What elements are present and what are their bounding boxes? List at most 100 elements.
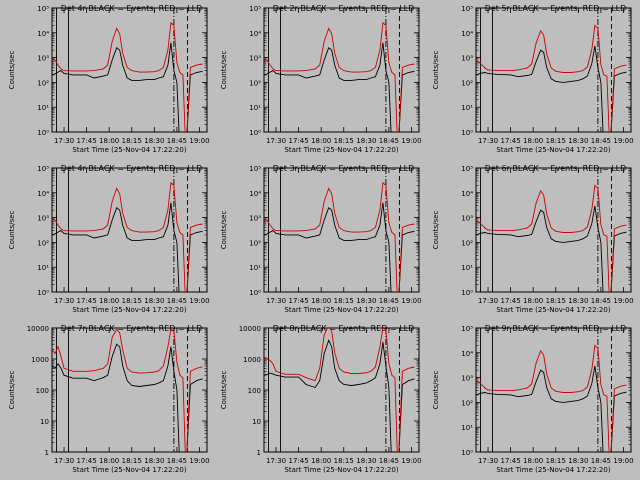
x-tick-label: 18:30 (356, 457, 376, 465)
x-tick-label: 17:30 (478, 137, 498, 145)
x-tick-label: 18:15 (546, 457, 566, 465)
y-tick-label: 10 (252, 418, 261, 426)
y-tick-label: 10¹ (461, 264, 473, 272)
x-tick-label: 18:15 (334, 297, 354, 305)
y-tick-label: 10² (37, 79, 49, 87)
y-tick-label: 10⁴ (37, 190, 49, 198)
y-tick-label: 10² (461, 79, 473, 87)
y-tick-label: 10³ (249, 55, 261, 63)
lld-series-line (264, 22, 415, 132)
y-tick-label: 10³ (461, 375, 473, 383)
y-tick-label: 10¹ (461, 104, 473, 112)
x-tick-label: 19:00 (401, 137, 421, 145)
x-tick-label: 19:00 (613, 297, 633, 305)
plot-frame (51, 167, 208, 293)
events-series-line (264, 42, 415, 132)
detector-panel: Det 6r BLACK = Events, RED = LLD10⁰10¹10… (432, 164, 634, 314)
events-series-line (264, 202, 415, 292)
x-tick-label: 18:45 (379, 297, 399, 305)
x-axis-label: Start Time (25-Nov-04 17:22:20) (284, 466, 398, 474)
y-tick-label: 100 (36, 387, 49, 395)
events-series-line (476, 365, 627, 452)
events-series-line (476, 205, 627, 292)
x-tick-label: 17:30 (266, 457, 286, 465)
y-axis-label: Counts/sec (8, 51, 16, 90)
x-tick-label: 17:45 (289, 297, 309, 305)
events-series-line (264, 339, 415, 452)
lld-series-line (476, 344, 627, 452)
y-tick-label: 10 (40, 418, 49, 426)
y-tick-label: 10⁰ (37, 289, 49, 297)
x-tick-label: 18:15 (546, 297, 566, 305)
x-tick-label: 17:30 (54, 457, 74, 465)
lld-series-line (52, 328, 203, 452)
detector-panel: Det 2r BLACK = Events, RED = LLD10⁰10¹10… (220, 4, 422, 154)
lld-series-line (52, 22, 203, 132)
y-tick-label: 10⁰ (249, 289, 261, 297)
y-axis-label: Counts/sec (8, 211, 16, 250)
y-tick-label: 10⁰ (461, 289, 473, 297)
y-tick-label: 10³ (461, 55, 473, 63)
x-tick-label: 17:45 (77, 457, 97, 465)
x-tick-label: 17:30 (54, 137, 74, 145)
plot-frame (475, 327, 632, 453)
x-tick-label: 17:45 (501, 457, 521, 465)
events-series-line (52, 202, 203, 292)
x-tick-label: 17:30 (54, 297, 74, 305)
x-tick-label: 18:30 (144, 137, 164, 145)
x-axis-label: Start Time (25-Nov-04 17:22:20) (72, 306, 186, 314)
x-tick-label: 18:15 (122, 137, 142, 145)
y-tick-label: 10² (37, 239, 49, 247)
x-tick-label: 18:00 (311, 457, 331, 465)
x-axis-label: Start Time (25-Nov-04 17:22:20) (496, 306, 610, 314)
y-tick-label: 10⁵ (461, 5, 473, 13)
y-tick-label: 10⁴ (461, 190, 473, 198)
x-tick-label: 18:15 (334, 457, 354, 465)
detector-panel: Det 5r BLACK = Events, RED = LLD10⁰10¹10… (432, 4, 634, 154)
x-tick-label: 17:45 (289, 457, 309, 465)
detector-panel: Det 3r BLACK = Events, RED = LLD10⁰10¹10… (220, 164, 422, 314)
x-tick-label: 18:30 (568, 457, 588, 465)
detector-panel: Det 4r BLACK = Events, RED = LLD10⁰10¹10… (8, 164, 210, 314)
y-axis-label: Counts/sec (432, 51, 440, 90)
events-series-line (476, 45, 627, 132)
x-tick-label: 18:15 (122, 297, 142, 305)
y-tick-label: 10⁵ (37, 165, 49, 173)
y-tick-label: 10⁰ (461, 129, 473, 137)
y-tick-label: 10⁵ (249, 165, 261, 173)
detector-panel: Det 9r BLACK = Events, RED = LLD10⁰10¹10… (432, 324, 634, 474)
y-axis-label: Counts/sec (432, 371, 440, 410)
y-tick-label: 10⁵ (461, 325, 473, 333)
plot-frame (475, 167, 632, 293)
x-tick-label: 18:00 (99, 297, 119, 305)
y-tick-label: 10² (461, 399, 473, 407)
y-tick-label: 10⁴ (461, 350, 473, 358)
x-tick-label: 18:45 (167, 137, 187, 145)
y-tick-label: 1 (257, 449, 261, 457)
x-tick-label: 17:45 (501, 297, 521, 305)
x-tick-label: 18:45 (379, 457, 399, 465)
y-tick-label: 10³ (461, 215, 473, 223)
lld-series-line (264, 182, 415, 292)
y-tick-label: 10² (249, 79, 261, 87)
y-tick-label: 10⁵ (249, 5, 261, 13)
x-tick-label: 19:00 (613, 457, 633, 465)
x-tick-label: 19:00 (189, 297, 209, 305)
y-tick-label: 10² (461, 239, 473, 247)
y-tick-label: 10³ (37, 55, 49, 63)
x-tick-label: 17:45 (501, 137, 521, 145)
plot-frame (263, 167, 420, 293)
x-tick-label: 18:15 (122, 457, 142, 465)
y-tick-label: 10² (249, 239, 261, 247)
x-tick-label: 18:00 (99, 457, 119, 465)
y-axis-label: Counts/sec (220, 371, 228, 410)
y-tick-label: 10⁰ (461, 449, 473, 457)
x-axis-label: Start Time (25-Nov-04 17:22:20) (496, 146, 610, 154)
detector-panel: Det 8r BLACK = Events, RED = LLD11010010… (220, 324, 422, 474)
y-axis-label: Counts/sec (220, 211, 228, 250)
x-tick-label: 19:00 (189, 137, 209, 145)
x-tick-label: 18:15 (334, 137, 354, 145)
y-tick-label: 10³ (249, 215, 261, 223)
x-tick-label: 17:45 (77, 297, 97, 305)
y-axis-label: Counts/sec (220, 51, 228, 90)
